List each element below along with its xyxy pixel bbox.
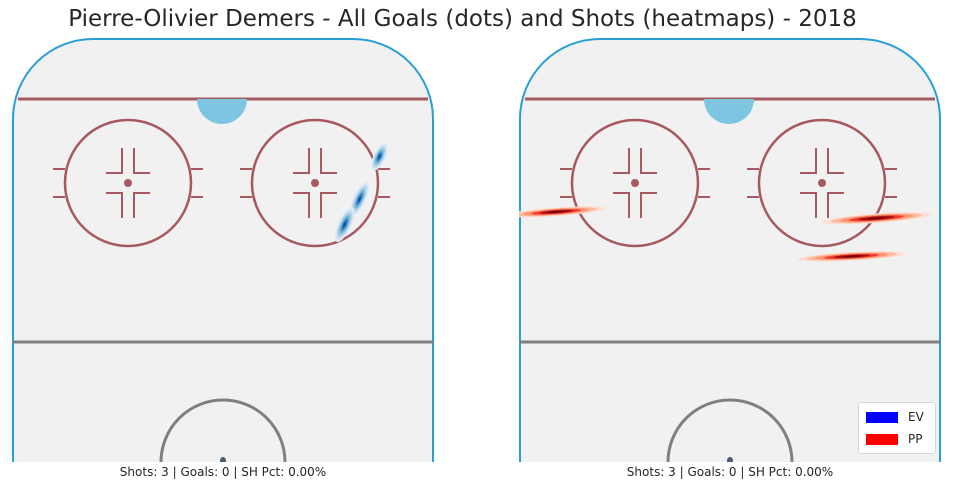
legend-item-pp: PP xyxy=(866,432,922,446)
center-circle xyxy=(666,398,794,462)
faceoff-circle-right xyxy=(757,118,887,248)
faceoff-circle-right xyxy=(250,118,380,248)
center-dot xyxy=(727,457,733,462)
center-dot xyxy=(220,457,226,462)
legend-swatch-ev xyxy=(866,411,898,423)
shot-density-level-5 xyxy=(547,210,565,213)
legend-item-ev: EV xyxy=(866,410,924,424)
shot-heatmap-1-2 xyxy=(797,251,907,262)
shot-heatmap-0-1 xyxy=(349,181,370,217)
shot-heatmap-1-1 xyxy=(821,212,931,225)
faceoff-circle-left xyxy=(570,118,700,248)
rink-chart-pp xyxy=(519,38,941,462)
shot-density-level-5 xyxy=(842,255,861,258)
faceoff-dot-right xyxy=(818,179,826,187)
faceoff-dot-left xyxy=(124,179,132,187)
hash-marks-left xyxy=(53,148,203,218)
hash-marks-left xyxy=(560,148,710,218)
shot-density-level-5 xyxy=(357,196,362,203)
rink-boards xyxy=(12,38,434,462)
faceoff-circle-left xyxy=(63,118,193,248)
chart-title: Pierre-Olivier Demers - All Goals (dots)… xyxy=(68,6,857,32)
shot-heatmap-0-0 xyxy=(371,143,388,171)
legend: EV PP xyxy=(858,402,936,454)
rink-panel-ev xyxy=(12,38,434,462)
rink-chart-ev xyxy=(12,38,434,462)
shot-heatmap-0-2 xyxy=(334,207,355,243)
legend-label-pp: PP xyxy=(908,432,923,446)
rink-panel-pp xyxy=(519,38,941,462)
legend-label-ev: EV xyxy=(908,410,924,424)
rink-boards xyxy=(519,38,941,462)
goal-crease xyxy=(704,99,754,124)
shot-density-level-5 xyxy=(378,154,381,160)
shot-density-level-5 xyxy=(342,221,347,228)
shot-density-level-5 xyxy=(867,217,886,220)
goal-crease xyxy=(197,99,247,124)
hash-marks-right xyxy=(747,148,897,218)
faceoff-dot-left xyxy=(631,179,639,187)
caption-ev: Shots: 3 | Goals: 0 | SH Pct: 0.00% xyxy=(119,465,327,479)
legend-swatch-pp xyxy=(866,433,898,445)
center-circle xyxy=(159,398,287,462)
hash-marks-right xyxy=(240,148,390,218)
shot-heatmap-1-0 xyxy=(519,206,606,218)
faceoff-dot-right xyxy=(311,179,319,187)
caption-pp: Shots: 3 | Goals: 0 | SH Pct: 0.00% xyxy=(626,465,834,479)
